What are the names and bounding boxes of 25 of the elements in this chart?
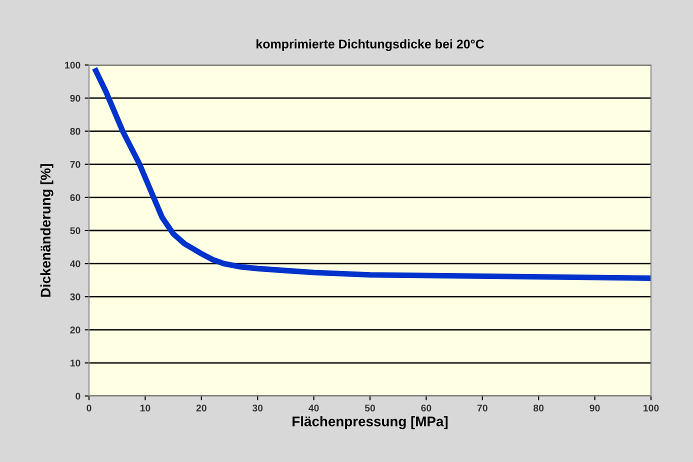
y-tick-label: 80 (70, 128, 80, 135)
y-tick-label: 0 (76, 392, 80, 400)
y-tick-label: 20 (70, 326, 80, 334)
x-tick-label: 90 (590, 404, 600, 412)
x-tick-label: 40 (308, 404, 319, 412)
y-tick-label: 30 (70, 293, 80, 300)
y-tick-label: 50 (70, 227, 80, 234)
y-tick-label: 70 (70, 161, 80, 168)
x-tick-label: 80 (534, 404, 544, 412)
y-tick-label: 90 (70, 94, 80, 102)
x-tick-label: 60 (421, 404, 432, 412)
x-tick-label: 100 (644, 404, 659, 412)
chart-title: komprimierte Dichtungsdicke bei 20°C (256, 39, 484, 51)
x-tick-label: 10 (140, 404, 150, 412)
x-axis-title: Flächenpressung [MPa] (292, 416, 448, 430)
x-tick-label: 20 (196, 404, 206, 412)
y-tick-label: 100 (65, 62, 80, 69)
x-tick-label: 30 (252, 404, 263, 412)
x-tick-label: 70 (477, 404, 488, 412)
x-tick-label: 0 (86, 404, 92, 412)
y-tick-label: 60 (70, 194, 80, 202)
y-tick-label: 40 (70, 260, 80, 268)
x-tick-label: 50 (364, 404, 376, 412)
y-tick-label: 10 (70, 360, 80, 367)
y-axis-title: Dickenänderung [%] (40, 164, 54, 297)
